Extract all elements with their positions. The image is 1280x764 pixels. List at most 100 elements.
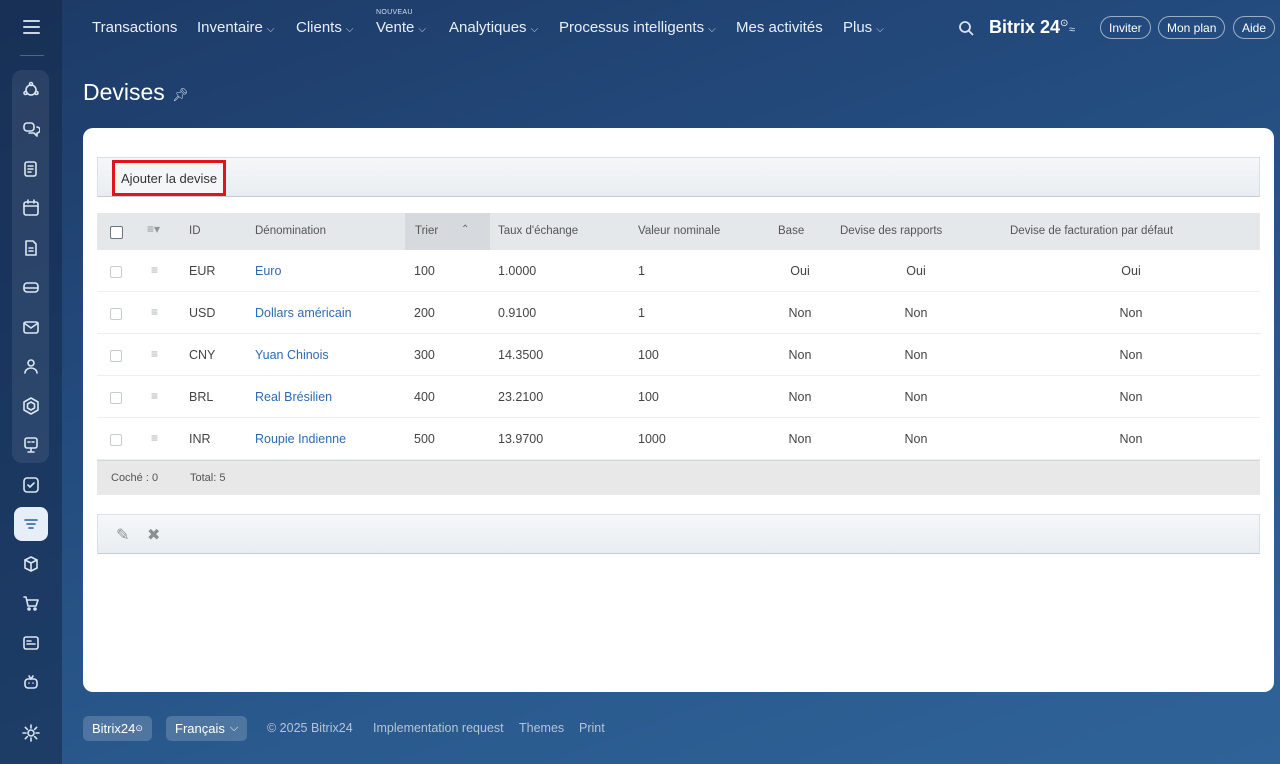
pin-icon[interactable]: 📌︎: [172, 87, 189, 102]
language-select[interactable]: Français ⌵: [166, 716, 248, 741]
chevron-down-icon: ⌵: [708, 24, 716, 35]
header-billing[interactable]: Devise de facturation par défaut: [1010, 225, 1174, 237]
catalog-icon[interactable]: [14, 547, 48, 581]
nav-item-mes-activites[interactable]: Mes activités: [736, 19, 823, 36]
cell-id: BRL: [189, 390, 214, 404]
settings-icon[interactable]: [14, 716, 48, 750]
cell-name-link[interactable]: Roupie Indienne: [255, 432, 347, 446]
row-checkbox[interactable]: [110, 308, 122, 320]
table-row[interactable]: ≡ INR Roupie Indienne 500 13.9700 1000 Non Non N…: [97, 418, 1260, 460]
my-plan-button[interactable]: Mon plan: [1158, 16, 1226, 39]
cell-report: Non: [904, 306, 928, 320]
drive-icon[interactable]: [14, 270, 48, 304]
cell-id: EUR: [189, 264, 216, 278]
brand-logo[interactable]: Bitrix 24⊙: [989, 17, 1068, 38]
header-report[interactable]: Devise des rapports: [840, 225, 943, 237]
cell-rate: 14.3500: [498, 348, 544, 362]
row-checkbox[interactable]: [110, 434, 122, 446]
sites-icon[interactable]: [14, 626, 48, 660]
nav-item-transactions[interactable]: Transactions: [92, 19, 177, 36]
column-settings-icon[interactable]: ≡▾: [147, 222, 161, 236]
cell-sort: 200: [414, 306, 435, 320]
mail-icon[interactable]: [14, 310, 48, 344]
automation-icon[interactable]: [14, 665, 48, 699]
calendar-icon[interactable]: [14, 191, 48, 225]
crm-filter-icon[interactable]: [14, 507, 48, 541]
help-button[interactable]: Aide: [1233, 16, 1276, 39]
add-currency-button[interactable]: Ajouter la devise: [112, 160, 227, 196]
chat-icon[interactable]: [14, 112, 48, 146]
row-menu-icon[interactable]: ≡: [151, 431, 159, 445]
select-all-checkbox[interactable]: [110, 226, 123, 239]
header-nominal[interactable]: Valeur nominale: [638, 225, 721, 237]
header-rate[interactable]: Taux d'échange: [498, 225, 579, 237]
cell-base: Oui: [790, 264, 810, 278]
table-row[interactable]: ≡ EUR Euro 100 1.0000 1 Oui Oui Oui: [97, 250, 1260, 292]
news-icon[interactable]: [14, 152, 48, 186]
cell-name-link[interactable]: Yuan Chinois: [255, 348, 329, 362]
themes-link[interactable]: Themes: [519, 721, 565, 735]
row-checkbox[interactable]: [110, 392, 122, 404]
header-sort[interactable]: Trier ⌃: [405, 213, 490, 250]
row-checkbox[interactable]: [110, 350, 122, 362]
kiosk-icon[interactable]: [14, 428, 48, 462]
cell-billing: Non: [1119, 348, 1143, 362]
cell-id: INR: [189, 432, 211, 446]
cell-name-link[interactable]: Euro: [255, 264, 282, 278]
action-bar: ✎ ✖: [97, 514, 1260, 554]
nav-item-vente[interactable]: Vente ⌵: [376, 19, 426, 36]
cell-rate: 23.2100: [498, 390, 544, 404]
invite-button[interactable]: Inviter: [1100, 16, 1151, 39]
nav-item-clients[interactable]: Clients ⌵: [296, 19, 353, 36]
nav-label: Inventaire: [197, 19, 263, 36]
search-icon[interactable]: [958, 20, 974, 36]
total-count: Total: 5: [190, 472, 226, 484]
nav-item-inventaire[interactable]: Inventaire ⌵: [197, 19, 274, 36]
row-menu-icon[interactable]: ≡: [151, 389, 159, 403]
delete-cross-icon[interactable]: ✖: [147, 527, 161, 544]
settings-toggle-icon[interactable]: ≈: [1069, 24, 1076, 36]
cell-report: Non: [904, 348, 928, 362]
nav-item-processus[interactable]: Processus intelligents ⌵: [559, 19, 716, 36]
table-row[interactable]: ≡ BRL Real Brésilien 400 23.2100 100 Non Non Non: [97, 376, 1260, 418]
cell-name-link[interactable]: Dollars américain: [255, 306, 352, 320]
contacts-icon[interactable]: [14, 349, 48, 383]
copyright: © 2025 Bitrix24: [267, 721, 353, 735]
cell-base: Non: [788, 432, 812, 446]
row-menu-icon[interactable]: ≡: [151, 305, 159, 319]
cell-sort: 300: [414, 348, 435, 362]
nav-label: Analytiques: [449, 19, 527, 36]
feed-icon[interactable]: [14, 73, 48, 107]
header-id[interactable]: ID: [189, 225, 201, 237]
main-card: Ajouter la devise ≡▾ ID Dénomination Tri…: [83, 128, 1274, 692]
checked-count: Coché : 0: [111, 472, 159, 484]
nav-label: Transactions: [92, 19, 178, 36]
menu-burger-icon[interactable]: [23, 20, 40, 34]
footer-brand-button[interactable]: Bitrix24 ⊙: [83, 716, 152, 741]
table-row[interactable]: ≡ CNY Yuan Chinois 300 14.3500 100 Non Non Non: [97, 334, 1260, 376]
document-icon[interactable]: [14, 231, 48, 265]
table-row[interactable]: ≡ USD Dollars américain 200 0.9100 1 Non Non Non: [97, 292, 1260, 334]
nav-item-analytiques[interactable]: Analytiques ⌵: [449, 19, 538, 36]
cell-report: Non: [904, 432, 928, 446]
cell-id: USD: [189, 306, 216, 320]
sidebar-divider: [20, 55, 44, 56]
workgroups-icon[interactable]: [14, 389, 48, 423]
row-menu-icon[interactable]: ≡: [151, 347, 159, 361]
header-name[interactable]: Dénomination: [255, 225, 326, 237]
cart-icon[interactable]: [14, 586, 48, 620]
nav-label: Plus: [843, 19, 873, 36]
nav-label: Clients: [296, 19, 342, 36]
header-base[interactable]: Base: [778, 225, 805, 237]
implementation-link[interactable]: Implementation request: [373, 721, 504, 735]
nav-item-plus[interactable]: Plus ⌵: [843, 19, 884, 36]
tasks-icon[interactable]: [14, 468, 48, 502]
cell-id: CNY: [189, 348, 216, 362]
chevron-down-icon: ⌵: [229, 722, 239, 734]
edit-pencil-icon[interactable]: ✎: [116, 527, 130, 544]
row-menu-icon[interactable]: ≡: [151, 263, 159, 277]
chevron-down-icon: ⌵: [530, 24, 539, 35]
cell-name-link[interactable]: Real Brésilien: [255, 390, 333, 404]
row-checkbox[interactable]: [110, 266, 122, 278]
print-link[interactable]: Print: [579, 721, 605, 735]
